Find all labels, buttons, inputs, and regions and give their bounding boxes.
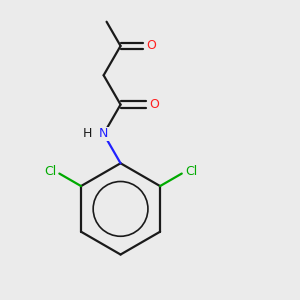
Text: Cl: Cl: [185, 165, 197, 178]
Text: O: O: [146, 40, 156, 52]
Text: N: N: [99, 128, 108, 140]
Text: O: O: [149, 98, 159, 111]
Text: H: H: [83, 128, 92, 140]
Text: Cl: Cl: [44, 165, 56, 178]
